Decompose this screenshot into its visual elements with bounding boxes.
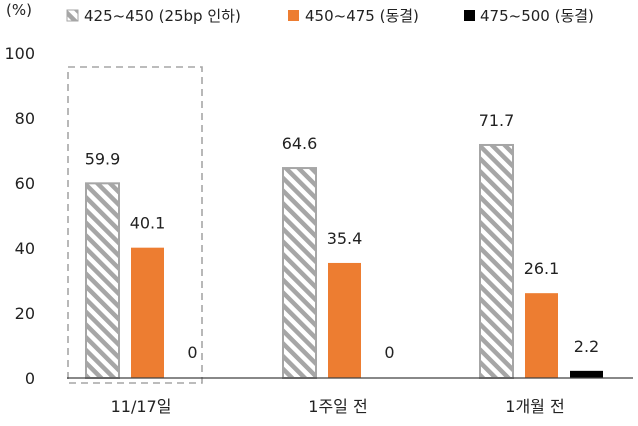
x-category-label: 1개월 전 bbox=[505, 397, 564, 416]
y-tick-label: 0 bbox=[25, 369, 35, 388]
bar-3-cat-3 bbox=[570, 370, 603, 378]
data-label-1-cat-1: 59.9 bbox=[85, 149, 121, 168]
data-label-2-cat-1: 40.1 bbox=[130, 214, 166, 233]
x-category-label: 1주일 전 bbox=[308, 397, 367, 416]
legend-swatch-hatched bbox=[66, 9, 79, 22]
data-label-1-cat-2: 64.6 bbox=[282, 134, 318, 153]
y-tick-label: 40 bbox=[15, 239, 35, 258]
data-label-1-cat-3: 71.7 bbox=[479, 111, 515, 130]
x-category-label: 11/17일 bbox=[111, 397, 172, 416]
bar-1-cat-2 bbox=[282, 167, 317, 379]
bar-2-cat-2 bbox=[328, 262, 361, 378]
legend-swatch-orange bbox=[288, 10, 299, 21]
data-label-3-cat-2: 0 bbox=[384, 343, 394, 362]
data-label-3-cat-1: 0 bbox=[187, 343, 197, 362]
legend-item-series-2: 450~475 (동결) bbox=[288, 7, 419, 25]
data-label-3-cat-3: 2.2 bbox=[574, 337, 599, 356]
data-label-2-cat-2: 35.4 bbox=[327, 229, 363, 248]
legend-item-series-1: 425~450 (25bp 인하) bbox=[66, 7, 241, 25]
legend-swatch-black bbox=[464, 10, 475, 21]
y-tick-label: 20 bbox=[15, 304, 35, 323]
legend-item-series-3: 475~500 (동결) bbox=[464, 7, 594, 25]
y-axis-tick-labels: 0 20 40 60 80 100 bbox=[4, 44, 35, 388]
legend-label-series-2: 450~475 (동결) bbox=[305, 7, 419, 25]
bar-1-cat-1 bbox=[85, 182, 120, 379]
x-axis-category-labels: 11/17일 1주일 전 1개월 전 bbox=[111, 397, 565, 416]
y-tick-label: 80 bbox=[15, 109, 35, 128]
legend: 425~450 (25bp 인하) 450~475 (동결) 475~500 (… bbox=[66, 7, 594, 25]
y-unit-label: (%) bbox=[6, 1, 32, 19]
highlight-box-group bbox=[67, 66, 203, 384]
data-label-2-cat-3: 26.1 bbox=[524, 259, 560, 278]
bar-2-cat-1 bbox=[131, 247, 164, 378]
legend-label-series-1: 425~450 (25bp 인하) bbox=[84, 7, 241, 25]
bar-2-cat-3 bbox=[525, 293, 558, 378]
y-tick-label: 60 bbox=[15, 174, 35, 193]
legend-label-series-3: 475~500 (동결) bbox=[480, 7, 594, 25]
bar-1-cat-3 bbox=[479, 143, 514, 379]
y-tick-label: 100 bbox=[4, 44, 35, 63]
highlight-box bbox=[67, 66, 203, 384]
data-labels: 59.9 40.1 0 64.6 35.4 0 71.7 26.1 2.2 bbox=[85, 111, 600, 362]
